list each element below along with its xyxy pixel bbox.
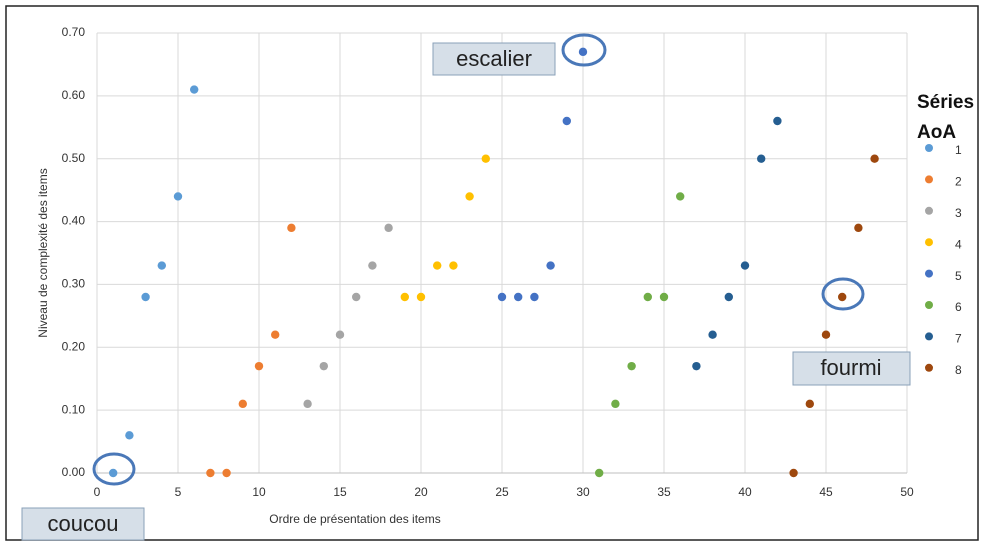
annotation-box [792,351,911,386]
point [805,399,814,409]
legend-label: 4 [955,237,962,251]
point [578,47,588,57]
annotation-box [432,42,556,76]
point [773,116,782,126]
point [335,330,345,339]
point [692,361,701,371]
point [416,292,426,302]
x-tick-label: 50 [900,485,914,499]
legend-label: 6 [955,300,962,314]
point [222,468,231,478]
x-tick-label: 30 [576,485,590,499]
point [303,399,312,409]
point [238,399,247,409]
y-axis-title: Niveau de complexité des items [36,168,50,337]
x-tick-label: 5 [175,485,182,499]
point [352,292,361,302]
x-tick-label: 25 [495,485,509,499]
point [740,261,750,270]
point [643,292,652,302]
x-tick-label: 45 [819,485,833,499]
annotation: coucou [48,511,119,536]
point [854,223,863,233]
annotations: escalier coucou fourmi [21,33,911,541]
point [562,116,571,126]
point [821,330,831,339]
point [433,261,442,270]
point [838,292,847,302]
legend-label: 2 [955,175,962,189]
point [530,292,539,302]
y-tick-label: 0.30 [62,277,86,291]
annotation: fourmi [820,355,881,380]
legend-marker [925,238,933,247]
point [627,361,636,371]
x-tick-label: 20 [414,485,428,499]
legend-label: 3 [955,206,962,220]
point [676,192,685,201]
x-tick-label: 40 [738,485,752,499]
point [206,468,215,478]
point [400,292,409,302]
point [546,261,555,270]
legend-marker [925,175,933,184]
point [368,261,377,270]
point [724,292,733,302]
highlight-circle [561,33,607,67]
point [708,330,717,339]
point [109,468,118,478]
point [157,261,166,270]
y-tick-label: 0.70 [62,25,86,39]
legend-label: 1 [955,143,962,157]
legend-marker [925,269,933,278]
legend-marker [925,301,933,309]
point [870,154,879,163]
point [190,85,199,94]
point [319,361,328,371]
annotation-box [21,507,145,541]
legend-label: 8 [955,363,962,377]
x-tick-label: 10 [252,485,266,499]
highlight-circle [821,277,865,311]
x-axis-title: Ordre de présentation des items [269,512,440,526]
legend-marker [925,363,933,372]
point [125,431,134,440]
point [449,261,458,270]
y-tick-label: 0.00 [62,465,86,479]
legend-marker [925,332,933,341]
x-tick-label: 35 [657,485,671,499]
chart-frame [5,5,979,541]
point [465,192,474,201]
point [271,330,280,339]
x-tick-label: 0 [94,485,101,499]
legend-marker [925,206,933,215]
y-tick-label: 0.60 [62,88,86,102]
point [141,292,150,302]
point [757,154,766,163]
highlight-circle [92,452,136,486]
point [789,468,798,478]
x-tick-label: 15 [333,485,347,499]
legend-label: 7 [955,332,962,346]
point [173,192,183,201]
point [611,399,620,409]
point [595,468,604,478]
y-tick-label: 0.10 [62,402,86,416]
point [384,223,393,233]
point [254,361,264,371]
point [497,292,507,302]
annotation: escalier [456,46,532,71]
point [481,154,490,163]
point [659,292,669,302]
point [287,223,296,233]
legend-label: 5 [955,269,962,283]
y-tick-label: 0.40 [62,214,86,228]
y-tick-label: 0.50 [62,151,86,165]
legend-marker [925,144,933,152]
y-tick-label: 0.20 [62,339,86,353]
legend-title: Séries AoA [917,92,975,143]
point [514,292,523,302]
